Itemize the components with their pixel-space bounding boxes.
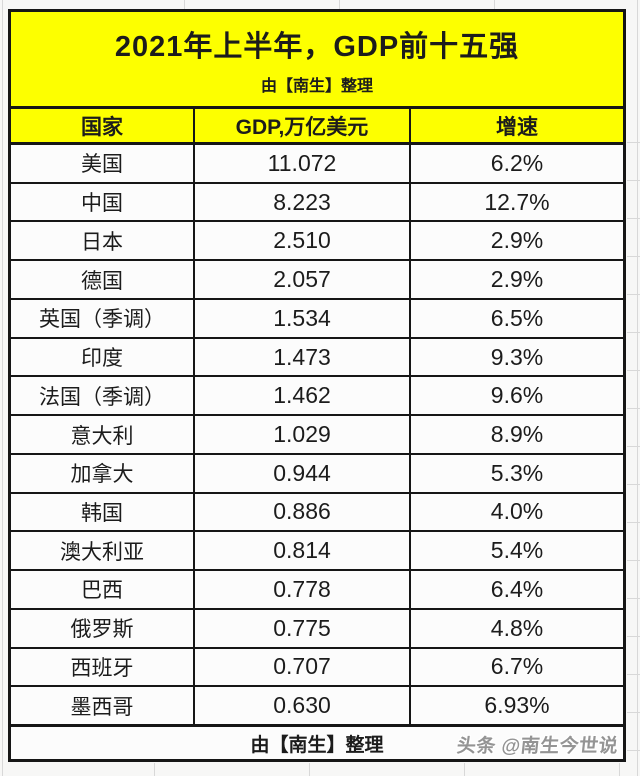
table-row: 日本 2.510 2.9%: [11, 222, 623, 262]
growth-cell: 9.3%: [490, 343, 544, 370]
country-cell: 西班牙: [11, 648, 195, 686]
growth-cell: 4.8%: [490, 614, 544, 641]
gdp-cell: 1.029: [195, 416, 411, 453]
growth-cell: 9.6%: [490, 382, 544, 409]
growth-cell: 4.0%: [490, 498, 544, 525]
growth-cell: 6.5%: [490, 304, 544, 331]
gdp-cell: 1.534: [195, 299, 411, 337]
column-header-gdp: GDP,万亿美元: [195, 109, 411, 142]
growth-cell: 2.9%: [490, 266, 544, 293]
country-cell: 法国（季调）: [11, 377, 195, 415]
gdp-cell: 0.630: [195, 687, 411, 725]
margin-gridline: [2, 0, 3, 776]
country-cell: 中国: [11, 183, 195, 221]
country-cell: 加拿大: [11, 454, 195, 492]
gdp-cell: 0.707: [195, 648, 411, 686]
country-cell: 澳大利亚: [11, 532, 195, 570]
margin-gridlines: [0, 763, 640, 776]
growth-cell: 6.4%: [490, 575, 544, 602]
title-credit: 由【南生】整理: [260, 77, 373, 95]
table-row: 俄罗斯 0.775 4.8%: [11, 609, 623, 649]
gdp-cell: 0.944: [195, 454, 411, 492]
country-cell: 韩国: [11, 493, 195, 531]
country-cell: 印度: [11, 338, 195, 376]
country-cell: 俄罗斯: [11, 609, 195, 647]
margin-gridlines: [30, 0, 640, 9]
growth-cell: 8.9%: [490, 421, 544, 447]
table-row: 巴西 0.778 6.4%: [11, 571, 623, 610]
table-row: 墨西哥 0.630 6.93%: [11, 687, 623, 725]
table-row: 意大利 1.029 8.9%: [11, 416, 623, 455]
growth-cell: 5.3%: [490, 459, 544, 486]
country-cell: 日本: [11, 222, 195, 260]
page-title: 2021年上半年，GDP前十五强: [114, 30, 520, 63]
country-cell: 巴西: [11, 571, 195, 608]
table-row: 韩国 0.886 4.0%: [11, 493, 623, 533]
gdp-cell: 2.057: [195, 261, 411, 298]
growth-cell: 12.7%: [484, 188, 550, 215]
gdp-cell: 2.510: [195, 222, 411, 260]
country-cell: 美国: [11, 145, 195, 182]
table-row: 西班牙 0.707 6.7%: [11, 648, 623, 688]
growth-cell: 6.2%: [490, 149, 544, 176]
growth-cell: 6.93%: [484, 692, 550, 719]
column-header-growth: 增速: [496, 115, 538, 139]
toutiao-watermark: 头条 @南生今世说: [455, 736, 619, 757]
gdp-cell: 0.886: [195, 493, 411, 531]
gdp-cell: 0.778: [195, 571, 411, 608]
country-cell: 英国（季调）: [11, 299, 195, 337]
table-footer: 由【南生】整理 头条 @南生今世说: [11, 724, 623, 759]
column-header-country: 国家: [11, 109, 195, 142]
margin-gridlines: [627, 105, 640, 765]
footer-credit: 由【南生】整理: [250, 734, 384, 756]
table-row: 德国 2.057 2.9%: [11, 261, 623, 300]
table-row: 加拿大 0.944 5.3%: [11, 454, 623, 494]
table-body: 美国 11.072 6.2% 中国 8.223 12.7% 日本 2.510 2…: [11, 145, 623, 725]
gdp-cell: 0.814: [195, 532, 411, 570]
table-row: 中国 8.223 12.7%: [11, 183, 623, 223]
table-row: 澳大利亚 0.814 5.4%: [11, 532, 623, 572]
gdp-cell: 0.775: [195, 609, 411, 647]
gdp-cell: 1.473: [195, 338, 411, 376]
table-row: 英国（季调） 1.534 6.5%: [11, 299, 623, 339]
country-cell: 意大利: [11, 416, 195, 453]
country-cell: 德国: [11, 261, 195, 298]
country-cell: 墨西哥: [11, 687, 195, 725]
growth-cell: 2.9%: [490, 227, 544, 254]
gdp-ranking-table: 2021年上半年，GDP前十五强 由【南生】整理 国家 GDP,万亿美元 增速 …: [8, 9, 626, 762]
gdp-cell: 1.462: [195, 377, 411, 415]
table-row: 法国（季调） 1.462 9.6%: [11, 377, 623, 417]
column-header-row: 国家 GDP,万亿美元 增速: [11, 109, 623, 145]
growth-cell: 5.4%: [490, 537, 544, 564]
gdp-cell: 8.223: [195, 183, 411, 221]
growth-cell: 6.7%: [490, 653, 544, 680]
table-row: 印度 1.473 9.3%: [11, 338, 623, 378]
table-row: 美国 11.072 6.2%: [11, 145, 623, 184]
gdp-cell: 11.072: [195, 145, 411, 182]
table-title-block: 2021年上半年，GDP前十五强 由【南生】整理: [11, 12, 623, 109]
